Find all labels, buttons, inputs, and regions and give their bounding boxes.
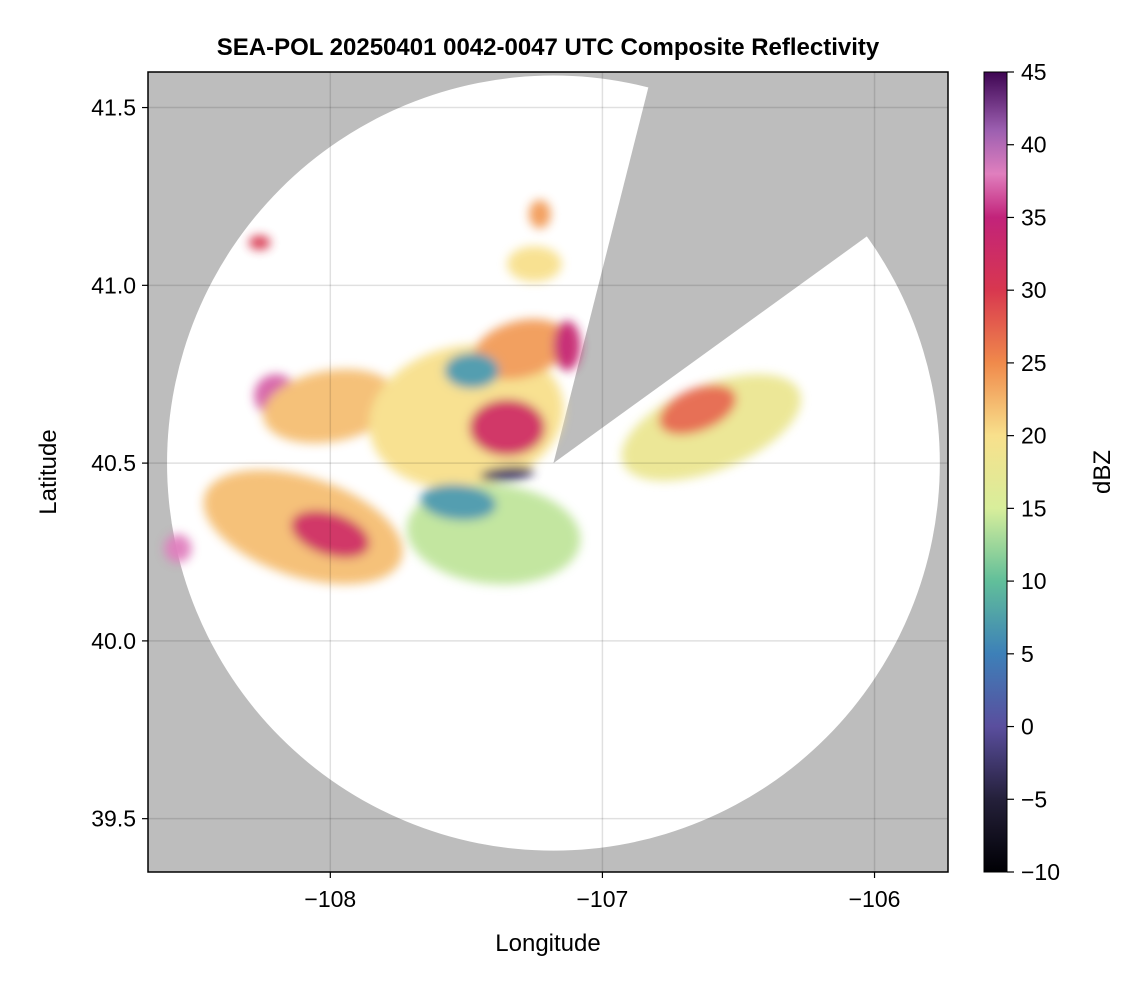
colorbar-tick-label: −5	[1021, 786, 1047, 812]
echo-region	[164, 534, 192, 563]
colorbar-tick-label: 30	[1021, 277, 1047, 303]
echo-region	[621, 374, 802, 481]
x-tick-label: −107	[577, 886, 629, 912]
y-tick-label: 40.0	[91, 628, 136, 654]
echo-region	[553, 320, 581, 371]
colorbar-tick-label: 0	[1021, 714, 1034, 740]
grid-lines	[148, 72, 948, 872]
y-tick-label: 41.5	[91, 95, 136, 121]
y-tick-label: 41.0	[91, 272, 136, 298]
colorbar-tick-label: 10	[1021, 568, 1047, 594]
echo-region	[248, 235, 271, 250]
plot-area	[148, 72, 948, 872]
echo-region	[658, 384, 737, 435]
x-axis-label: Longitude	[495, 930, 600, 957]
echo-layer	[164, 200, 802, 585]
echo-region	[480, 466, 535, 482]
echo-region	[290, 510, 370, 559]
echo-region	[528, 200, 551, 229]
echo-region	[263, 369, 398, 444]
y-axis-label: Latitude	[35, 429, 62, 514]
blocked-sector	[553, 72, 948, 464]
echo-region	[507, 246, 562, 282]
colorbar-ticks: −10 −5 0 5 10 15 20 25 30 35 40 45	[1007, 59, 1060, 885]
colorbar-tick-label: 35	[1021, 204, 1047, 230]
colorbar-tick-label: 45	[1021, 59, 1047, 85]
colorbar-tick-label: −10	[1021, 859, 1060, 885]
colorbar-tick-label: 25	[1021, 350, 1047, 376]
echo-region	[420, 484, 497, 521]
y-tick-label: 40.5	[91, 450, 136, 476]
y-axis-ticks: 39.5 40.0 40.5 41.0 41.5	[91, 95, 148, 832]
plot-frame	[147, 71, 949, 873]
colorbar-tick-label: 15	[1021, 495, 1047, 521]
colorbar-tick-label: 5	[1021, 641, 1034, 667]
y-tick-label: 39.5	[91, 806, 136, 832]
colorbar-tick-label: 20	[1021, 423, 1047, 449]
colorbar-label: dBZ	[1089, 450, 1116, 494]
x-tick-label: −108	[304, 886, 356, 912]
x-tick-label: −106	[849, 886, 901, 912]
colorbar-gradient	[983, 71, 1008, 873]
echo-region	[469, 399, 546, 456]
echo-region	[444, 352, 500, 389]
chart-title: SEA-POL 20250401 0042-0047 UTC Composite…	[217, 34, 880, 61]
x-axis-ticks: −108 −107 −106	[304, 872, 900, 912]
colorbar-tick-label: 40	[1021, 132, 1047, 158]
colorbar: −10 −5 0 5 10 15 20 25 30 35 40 45 dBZ	[983, 59, 1116, 885]
